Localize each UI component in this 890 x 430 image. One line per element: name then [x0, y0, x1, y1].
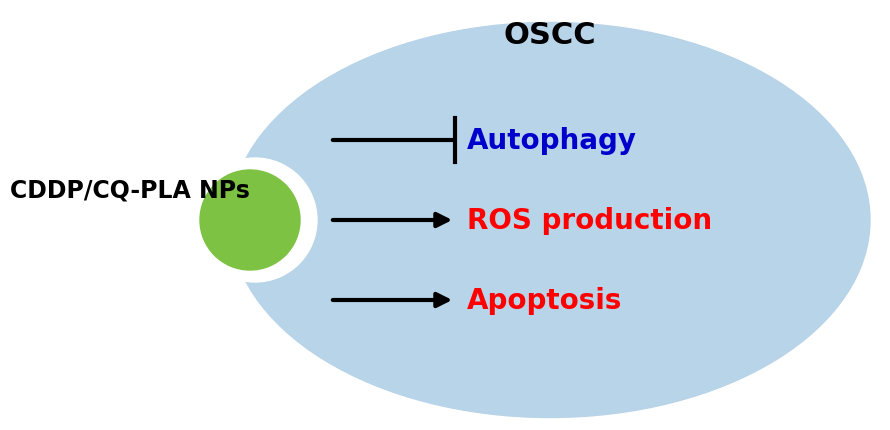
Text: Autophagy: Autophagy	[467, 127, 637, 155]
Circle shape	[200, 171, 300, 270]
Ellipse shape	[230, 24, 870, 418]
Text: ROS production: ROS production	[467, 206, 712, 234]
Text: Apoptosis: Apoptosis	[467, 286, 622, 314]
Text: CDDP/CQ-PLA NPs: CDDP/CQ-PLA NPs	[10, 178, 250, 203]
Text: OSCC: OSCC	[504, 22, 596, 50]
Circle shape	[193, 159, 317, 283]
